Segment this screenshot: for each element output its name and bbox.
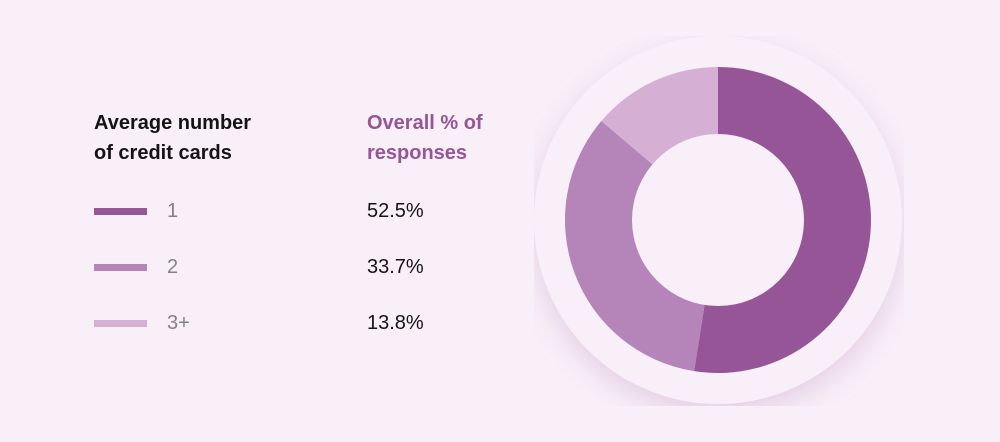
header-line: of credit cards (94, 142, 232, 164)
header-line: Average number (94, 112, 252, 134)
legend-row: 1 52.5% (94, 196, 494, 226)
legend-row: 2 33.7% (94, 252, 494, 282)
header-line: Overall % of (367, 112, 483, 134)
legend-value: 52.5% (367, 200, 424, 222)
legend-swatch (94, 264, 147, 271)
donut-chart (534, 36, 902, 404)
legend-header-category: Average number of credit cards (94, 108, 294, 168)
legend-row: 3+ 13.8% (94, 308, 494, 338)
legend-value: 33.7% (367, 256, 424, 278)
legend-value: 13.8% (367, 312, 424, 334)
legend-swatch (94, 208, 147, 215)
legend-label: 1 (167, 200, 179, 222)
legend-swatch (94, 320, 147, 327)
legend-label: 3+ (167, 312, 190, 334)
header-line: responses (367, 142, 468, 164)
donut-hole (632, 134, 804, 306)
legend-label: 2 (167, 256, 179, 278)
legend-header-percent: Overall % of responses (367, 108, 527, 168)
